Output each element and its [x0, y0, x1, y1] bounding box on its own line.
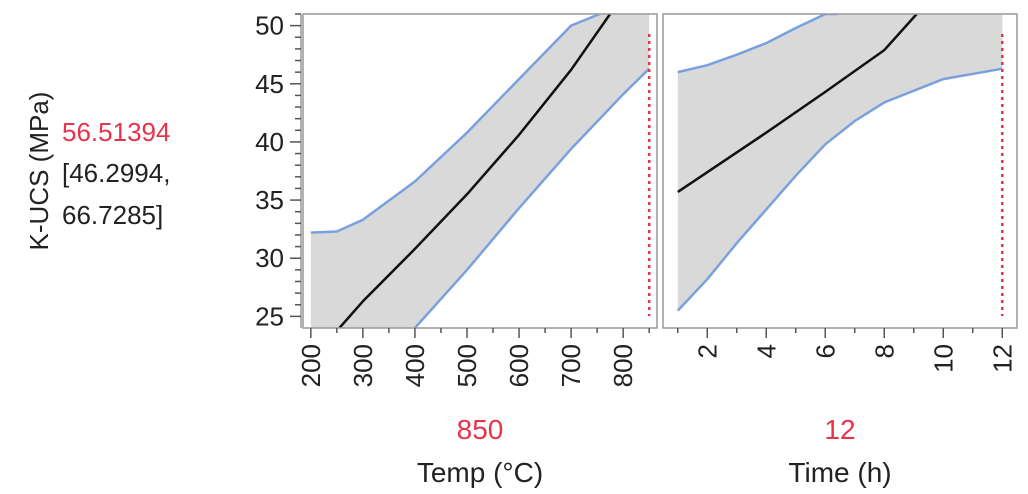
factor-setting-value: 850 [457, 414, 504, 445]
current-prediction: 56.51394 [62, 117, 170, 147]
confidence-band [677, 14, 1003, 328]
x-tick-label: 2 [692, 344, 722, 358]
y-tick-label: 30 [255, 243, 284, 273]
x-axis-label: Temp (°C) [417, 457, 543, 488]
x-tick-label: 500 [452, 344, 482, 387]
lower-ci-line [676, 67, 1003, 312]
y-axis-label: K-UCS (MPa) [24, 92, 54, 251]
y-tick-label: 45 [255, 69, 284, 99]
panel-frame [302, 13, 658, 329]
upper-ci-line [310, 14, 601, 234]
prediction-line [338, 14, 612, 328]
x-tick-label: 600 [504, 344, 534, 387]
lower-ci-line [413, 67, 651, 328]
time-panel[interactable]: 2 4 6 8 10 12 12 Time (h) [662, 0, 1018, 488]
y-axis: 25 30 35 40 45 50 [255, 11, 302, 331]
y-tick-label: 50 [255, 11, 284, 41]
upper-ci-line [677, 14, 837, 74]
y-tick-label: 40 [255, 127, 284, 157]
x-tick-label: 8 [869, 344, 899, 358]
x-tick-label: 800 [608, 344, 638, 387]
temp-panel[interactable]: 200 300 400 500 600 700 800 850 Temp (°C) [296, 0, 658, 488]
y-tick-label: 35 [255, 185, 284, 215]
ci-upper-text: 66.7285] [62, 200, 163, 230]
x-tick-label: 10 [928, 344, 958, 373]
panel-frame [662, 13, 1018, 329]
x-tick-label: 6 [810, 344, 840, 358]
confidence-band [310, 14, 650, 328]
x-tick-label: 12 [987, 344, 1017, 373]
x-tick-label: 700 [556, 344, 586, 387]
x-tick-label: 4 [751, 344, 781, 358]
x-tick-label: 400 [400, 344, 430, 387]
factor-setting-value: 12 [824, 414, 855, 445]
ci-lower-text: [46.2994, [62, 158, 170, 188]
x-axis-label: Time (h) [788, 457, 891, 488]
prediction-line [677, 14, 918, 193]
x-tick-label: 300 [348, 344, 378, 387]
x-tick-label: 200 [296, 344, 326, 387]
y-tick-label: 25 [255, 301, 284, 331]
